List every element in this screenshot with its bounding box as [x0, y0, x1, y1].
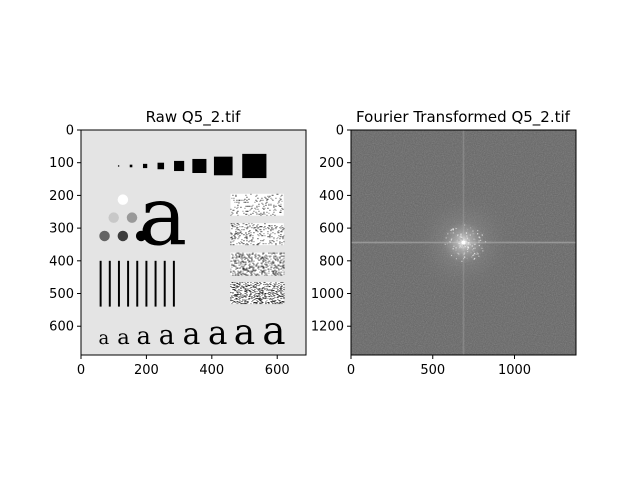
fourier-x-tick-label: 1000: [498, 363, 531, 378]
raw-circle: [99, 230, 110, 242]
raw-title: Raw Q5_2.tif: [146, 108, 242, 127]
fourier-y-tick-label: 0: [336, 124, 344, 139]
raw-small-letter: a: [262, 309, 285, 354]
raw-small-letter: a: [234, 312, 255, 353]
raw-y-tick-label: 400: [49, 254, 74, 269]
raw-noise-rect: [230, 223, 285, 246]
fourier-dc-peak: [461, 240, 466, 245]
raw-circle: [117, 194, 129, 205]
raw-bar: [127, 260, 130, 307]
fourier-x-tick-label: 500: [420, 363, 445, 378]
raw-square: [142, 163, 148, 169]
raw-circle: [108, 212, 119, 223]
raw-small-letter: a: [99, 328, 110, 349]
raw-y-tick-label: 0: [66, 124, 74, 139]
panel-raw: Raw Q5_2.tif aa a a a a a a a 0 200 400 600 010020…: [49, 108, 307, 378]
fourier-y-tick-label: 400: [319, 189, 344, 204]
raw-bar: [163, 260, 166, 307]
raw-small-letter: a: [117, 325, 129, 349]
raw-small-letter: a: [208, 314, 228, 352]
raw-noise-rect: [230, 193, 284, 216]
raw-square: [117, 165, 120, 167]
raw-square: [174, 160, 185, 172]
fourier-y-tick-label: 1200: [311, 320, 344, 335]
raw-circle: [117, 230, 129, 242]
raw-square: [129, 164, 133, 168]
raw-bar: [172, 260, 175, 307]
raw-bar: [145, 260, 148, 307]
fourier-axes-frame: [350, 129, 577, 356]
raw-square: [157, 162, 165, 170]
raw-image: aa a a a a a a a: [81, 130, 306, 355]
fourier-image: [351, 130, 576, 355]
raw-bar: [108, 260, 111, 307]
raw-bar: [136, 260, 139, 307]
raw-small-letter: a: [159, 320, 175, 351]
raw-x-tick-label: 0: [77, 363, 85, 378]
raw-x-tick-label: 200: [134, 363, 159, 378]
raw-bar: [154, 260, 157, 307]
raw-x-tick-label: 400: [199, 363, 224, 378]
fourier-y-tick-label: 200: [319, 156, 344, 171]
fourier-y-tick-label: 1000: [311, 287, 344, 302]
raw-circle: [126, 212, 138, 223]
raw-noise-rect: [230, 252, 285, 276]
raw-square: [213, 156, 233, 176]
fourier-x-tick-label: 0: [347, 363, 355, 378]
raw-small-letter: a: [183, 317, 201, 352]
raw-y-tick-label: 100: [49, 156, 74, 171]
raw-y-tick-label: 600: [49, 320, 74, 335]
raw-circle: [135, 230, 147, 242]
raw-square: [242, 153, 267, 179]
raw-bar: [99, 260, 102, 307]
raw-small-letter: a: [137, 322, 151, 350]
raw-large-letter: a: [138, 169, 187, 264]
raw-noise-rect: [230, 282, 285, 305]
raw-x-tick-label: 600: [265, 363, 290, 378]
raw-square: [192, 158, 207, 174]
fourier-y-tick-label: 600: [319, 222, 344, 237]
raw-axes-frame: [80, 129, 307, 356]
raw-y-tick-label: 300: [49, 222, 74, 237]
raw-y-tick-label: 500: [49, 287, 74, 302]
raw-y-tick-label: 200: [49, 189, 74, 204]
fourier-title: Fourier Transformed Q5_2.tif: [356, 108, 571, 127]
raw-bar: [117, 260, 120, 307]
fourier-y-tick-label: 800: [319, 254, 344, 269]
